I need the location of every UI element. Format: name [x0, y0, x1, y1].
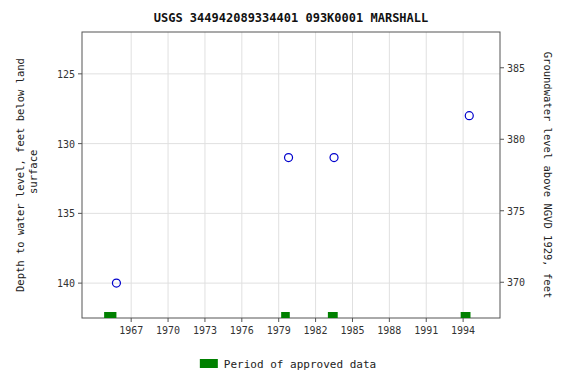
- y-axis-label: Depth to water level, feet below land su…: [14, 58, 39, 292]
- x-grid-line: [463, 32, 464, 318]
- x-tick-label: 1982: [304, 325, 328, 336]
- y2-tick-label: 375: [507, 206, 525, 217]
- axes: 1967 1970 1973 1976 1979 1982 1985 1988 1991 1994…: [57, 63, 525, 336]
- x-tick: [168, 318, 169, 322]
- y2-axis-label: Groundwater level above NGVD 1929, feet: [542, 52, 554, 299]
- y2-tick-label: 380: [507, 134, 525, 145]
- y2-tick: [500, 139, 504, 140]
- x-tick-label: 1967: [119, 325, 143, 336]
- x-tick-label: 1979: [267, 325, 291, 336]
- data-point: [465, 112, 473, 120]
- x-grid-line: [204, 32, 205, 318]
- data-point: [285, 154, 293, 162]
- x-tick: [426, 318, 427, 322]
- x-tick-label: 1994: [451, 325, 475, 336]
- y-tick-label: 140: [57, 278, 75, 289]
- grid: [82, 32, 500, 318]
- x-grid-line: [241, 32, 242, 318]
- x-tick: [315, 318, 316, 322]
- x-tick: [131, 318, 132, 322]
- approved-period: [328, 312, 338, 318]
- x-grid-line: [352, 32, 353, 318]
- y-grid-line: [82, 143, 500, 144]
- data-point: [330, 154, 338, 162]
- plot-area: [104, 112, 473, 318]
- x-grid-line: [131, 32, 132, 318]
- title: USGS 344942089334401 093K0001 MARSHALL: [154, 11, 429, 25]
- y-grid-line: [82, 73, 500, 74]
- x-tick: [463, 318, 464, 322]
- x-tick: [389, 318, 390, 322]
- data-point: [112, 279, 120, 287]
- y-tick-label: 130: [57, 139, 75, 150]
- y-grid-line: [82, 213, 500, 214]
- x-tick-label: 1976: [230, 325, 254, 336]
- y-tick: [78, 73, 82, 74]
- x-tick: [241, 318, 242, 322]
- x-tick: [204, 318, 205, 322]
- legend-label: Period of approved data: [224, 358, 376, 371]
- x-tick-label: 1970: [156, 325, 180, 336]
- y-axis-label-line: surface: [27, 150, 39, 201]
- x-tick-label: 1973: [193, 325, 217, 336]
- y2-tick: [500, 282, 504, 283]
- x-tick-label: 1985: [340, 325, 364, 336]
- legend: Period of approved data: [200, 358, 376, 371]
- y-tick: [78, 213, 82, 214]
- x-tick: [278, 318, 279, 322]
- y-tick: [78, 283, 82, 284]
- y-axis-label-line: Depth to water level, feet below land: [14, 58, 26, 292]
- y2-tick-label: 385: [507, 63, 525, 74]
- y2-tick-label: 370: [507, 277, 525, 288]
- approved-period: [281, 312, 290, 318]
- x-grid-line: [315, 32, 316, 318]
- x-grid-line: [278, 32, 279, 318]
- chart: 1967 1970 1973 1976 1979 1982 1985 1988 1991 1994…: [0, 0, 576, 384]
- y2-tick: [500, 210, 504, 211]
- x-tick: [352, 318, 353, 322]
- legend-swatch: [200, 359, 218, 368]
- y-tick-label: 135: [57, 208, 75, 219]
- x-grid-line: [426, 32, 427, 318]
- plot-frame: [82, 32, 500, 318]
- x-tick-label: 1988: [377, 325, 401, 336]
- y2-tick: [500, 67, 504, 68]
- x-grid-line: [168, 32, 169, 318]
- x-grid-line: [389, 32, 390, 318]
- x-tick-label: 1991: [414, 325, 438, 336]
- y-tick-label: 125: [57, 69, 75, 80]
- approved-period: [461, 312, 471, 318]
- y-tick: [78, 143, 82, 144]
- approved-period: [104, 312, 116, 318]
- y-grid-line: [82, 283, 500, 284]
